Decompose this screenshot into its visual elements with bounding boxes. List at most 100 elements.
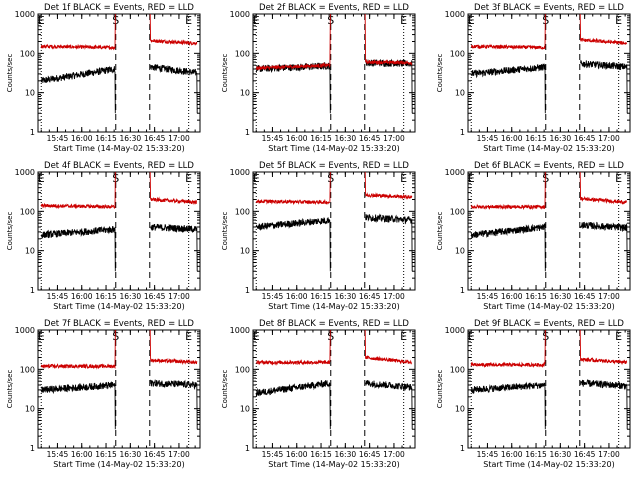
plot-frame (37, 329, 201, 449)
x-tick-label: 16:30 (120, 134, 142, 143)
x-tick-label: 16:45 (359, 134, 381, 143)
x-tick-label: 16:45 (574, 450, 596, 459)
x-tick-label: 15:45 (47, 292, 69, 301)
x-tick-label: 16:30 (120, 450, 142, 459)
series-line-events-before-gap (255, 380, 331, 430)
series-line-lld-after-gap (579, 330, 628, 366)
x-tick-label: 16:30 (335, 292, 357, 301)
series-line-lld-after-gap (149, 14, 198, 46)
y-tick-label: 100 (450, 207, 465, 216)
y-tick-label: 1000 (15, 10, 35, 19)
x-axis-label: Start Time (14-May-02 15:33:20) (483, 302, 614, 311)
x-tick-label: 16:00 (501, 450, 523, 459)
event-marker-letter: E (615, 172, 622, 185)
plot-data (255, 14, 413, 114)
series-line-events-before-gap (40, 65, 116, 114)
series-line-events-after-gap (365, 213, 413, 272)
event-marker-letter: E (468, 172, 475, 185)
plot-frame (467, 13, 631, 133)
event-marker-letter: E (185, 14, 192, 27)
plot-data (470, 172, 628, 272)
series-line-events-before-gap (470, 381, 546, 430)
series-line-lld-before-gap (40, 14, 116, 51)
y-tick-label: 1000 (445, 326, 465, 335)
series-line-events-after-gap (150, 379, 198, 430)
series-line-lld-before-gap (470, 14, 546, 50)
series-line-events-before-gap (41, 226, 116, 272)
series-line-lld-before-gap (40, 172, 116, 210)
series-line-lld-before-gap (256, 14, 331, 71)
x-axis-label: Start Time (14-May-02 15:33:20) (483, 144, 614, 153)
y-tick-label: 1 (30, 286, 35, 295)
series-line-lld-after-gap (364, 330, 413, 365)
x-tick-label: 16:45 (144, 134, 166, 143)
event-marker-letter: S (112, 330, 119, 343)
series-line-events-after-gap (365, 58, 413, 114)
plot-frame (252, 13, 416, 133)
x-tick-label: 17:00 (598, 292, 620, 301)
y-tick-label: 100 (20, 49, 35, 58)
x-axis-label: Start Time (14-May-02 15:33:20) (268, 144, 399, 153)
event-marker-letter: E (615, 330, 622, 343)
y-tick-label: 10 (25, 247, 35, 256)
panel-det-6: Det 6f BLACK = Events, RED = LLD 1 10 100 10… (436, 161, 631, 311)
panel-title: Det 7f BLACK = Events, RED = LLD (44, 319, 194, 329)
panel-det-8: Det 8f BLACK = Events, RED = LLD 1 10 100 10… (221, 319, 416, 469)
series-line-events-after-gap (580, 379, 628, 430)
x-tick-label: 16:30 (550, 134, 572, 143)
event-marker-letter: S (542, 14, 549, 27)
x-tick-label: 16:15 (95, 450, 117, 459)
y-tick-label: 1 (245, 444, 250, 453)
y-tick-label: 100 (450, 365, 465, 374)
series-line-events-before-gap (255, 217, 331, 272)
x-tick-label: 15:45 (477, 292, 499, 301)
series-line-lld-before-gap (470, 330, 546, 368)
y-tick-label: 1000 (15, 168, 35, 177)
event-marker-letter: E (468, 330, 475, 343)
x-axis-label: Start Time (14-May-02 15:33:20) (53, 460, 184, 469)
x-tick-label: 16:45 (359, 450, 381, 459)
plot-data (40, 330, 198, 430)
y-axis-label: Counts/sec (6, 54, 14, 93)
x-tick-label: 16:45 (359, 292, 381, 301)
series-line-events-after-gap (150, 64, 198, 114)
y-tick-label: 10 (240, 247, 250, 256)
panel-title: Det 9f BLACK = Events, RED = LLD (474, 319, 624, 329)
series-line-events-after-gap (150, 223, 198, 272)
event-marker-letter: E (253, 172, 260, 185)
series-line-events-before-gap (40, 381, 116, 430)
x-axis-label: Start Time (14-May-02 15:33:20) (268, 460, 399, 469)
x-tick-label: 16:15 (95, 292, 117, 301)
series-line-events-before-gap (255, 62, 331, 114)
x-tick-label: 16:15 (525, 450, 547, 459)
y-tick-label: 1000 (445, 168, 465, 177)
panel-det-4: Det 4f BLACK = Events, RED = LLD 1 10 100 10… (6, 161, 201, 311)
y-axis-label: Counts/sec (6, 370, 14, 409)
x-tick-label: 16:00 (71, 292, 93, 301)
x-tick-label: 16:30 (335, 134, 357, 143)
y-tick-label: 10 (25, 89, 35, 98)
y-tick-label: 10 (240, 405, 250, 414)
event-marker-letter: E (38, 330, 45, 343)
event-marker-letter: E (38, 14, 45, 27)
series-line-lld-after-gap (364, 172, 413, 201)
y-tick-label: 1000 (230, 326, 250, 335)
x-tick-label: 16:45 (574, 134, 596, 143)
x-tick-label: 17:00 (383, 450, 405, 459)
panel-title: Det 8f BLACK = Events, RED = LLD (259, 319, 409, 329)
series-line-lld-after-gap (149, 172, 198, 206)
event-marker-letter: E (468, 14, 475, 27)
y-tick-label: 10 (455, 405, 465, 414)
panel-title: Det 3f BLACK = Events, RED = LLD (474, 3, 624, 13)
plot-data (40, 172, 198, 272)
y-axis-label: Counts/sec (436, 370, 444, 409)
x-tick-label: 16:15 (310, 292, 332, 301)
x-tick-label: 15:45 (47, 134, 69, 143)
x-tick-label: 17:00 (598, 450, 620, 459)
panel-title: Det 1f BLACK = Events, RED = LLD (44, 3, 194, 13)
plot-frame (467, 171, 631, 291)
y-tick-label: 10 (455, 89, 465, 98)
x-tick-label: 15:45 (477, 450, 499, 459)
x-tick-label: 16:15 (525, 292, 547, 301)
y-tick-label: 1000 (15, 326, 35, 335)
